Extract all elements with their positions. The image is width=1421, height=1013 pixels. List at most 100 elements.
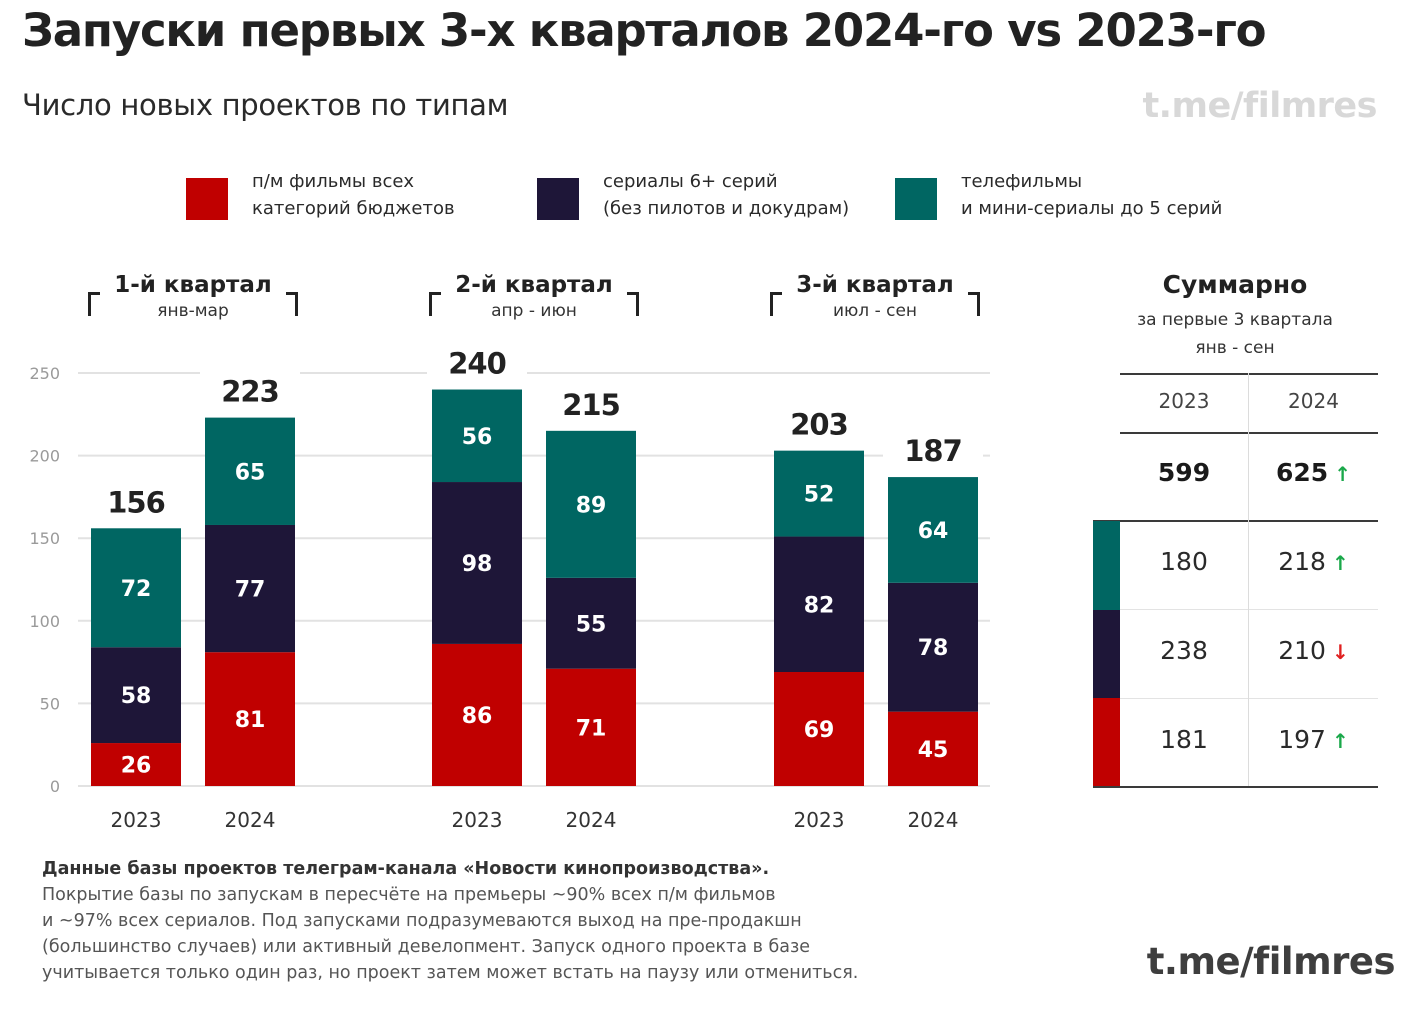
total-label-background <box>541 384 641 423</box>
summary-rule <box>1093 520 1378 522</box>
total-label-background <box>86 482 186 521</box>
bar-segment-label: 56 <box>462 425 493 450</box>
bar-total-label: 156 <box>107 485 165 519</box>
bar-segment-label: 52 <box>804 483 835 508</box>
quarter-months: янв-мар <box>157 301 229 321</box>
watermark-top: t.me/filmres <box>1142 86 1377 126</box>
chart-subtitle: Число новых проектов по типам <box>22 88 509 122</box>
summary-strip-series <box>1093 610 1120 698</box>
quarter-header-1: 1-й квартал янв-мар <box>88 270 298 330</box>
total-label-background <box>883 431 983 470</box>
legend-item-telefilms: телефильмы и мини-сериалы до 5 серий <box>895 168 1222 222</box>
summary-rule <box>1120 373 1378 375</box>
legend-label-telefilms: телефильмы и мини-сериалы до 5 серий <box>961 168 1222 222</box>
summary-rule <box>1120 609 1378 610</box>
summary-rule <box>1093 786 1378 788</box>
summary-films-2023: 181 <box>1160 725 1208 754</box>
legend-item-series: сериалы 6+ серий (без пилотов и докудрам… <box>537 168 849 222</box>
bar-segment-label: 86 <box>462 704 493 729</box>
legend-swatch-films <box>186 178 228 220</box>
bar-segment <box>205 652 295 786</box>
summary-title: Суммарно <box>1162 270 1308 299</box>
bar-segment <box>774 672 864 786</box>
bar-segment-label: 77 <box>235 578 266 603</box>
bar-segment <box>888 711 978 786</box>
bar-segment <box>205 417 295 525</box>
total-label-background <box>200 371 300 410</box>
bar-total-label: 223 <box>221 375 279 409</box>
bar-segment-label: 69 <box>804 718 835 743</box>
x-tick-label: 2024 <box>566 808 617 832</box>
summary-total-2024: 625 ↑ <box>1249 458 1378 487</box>
bar-total-label: 187 <box>904 434 962 468</box>
watermark-bottom: t.me/filmres <box>1146 940 1396 983</box>
bar-segment <box>774 536 864 673</box>
arrow-down-icon: ↓ <box>1331 640 1349 664</box>
legend-label-line: и мини-сериалы до 5 серий <box>961 198 1223 219</box>
bracket-left-icon <box>770 292 782 316</box>
bar-segment-label: 78 <box>918 636 949 661</box>
bar-segment <box>432 482 522 644</box>
y-tick-label: 50 <box>40 694 60 713</box>
bar-segment <box>888 477 978 583</box>
quarter-title: 2-й квартал <box>455 272 613 298</box>
summary-series-2024-value: 210 <box>1278 636 1326 665</box>
bar-segment-label: 71 <box>576 716 607 741</box>
bar-segment-label: 82 <box>804 593 835 618</box>
bar-segment-label: 45 <box>918 738 949 763</box>
footnote: Данные базы проектов телеграм-канала «Но… <box>42 856 858 986</box>
quarter-title: 1-й квартал <box>114 272 272 298</box>
bracket-left-icon <box>429 292 441 316</box>
summary-films-2024: 197 ↑ <box>1249 725 1378 754</box>
total-label-background <box>427 343 527 382</box>
quarter-months: апр - июн <box>491 301 577 321</box>
x-tick-label: 2023 <box>452 808 503 832</box>
legend-label-line: телефильмы <box>961 171 1083 192</box>
summary-rule <box>1120 698 1378 699</box>
summary-telefilms-2023: 180 <box>1160 547 1208 576</box>
summary-header-2024: 2024 <box>1288 389 1339 413</box>
y-tick-label: 0 <box>50 777 60 796</box>
bar-total-label: 215 <box>562 388 620 422</box>
total-label-background <box>769 404 869 443</box>
bar-segment-label: 89 <box>576 493 607 518</box>
legend-label-line: п/м фильмы всех <box>252 171 415 192</box>
bar-segment <box>432 643 522 786</box>
summary-subtitle-line: за первые 3 квартала <box>1137 310 1333 330</box>
bar-segment <box>91 743 181 786</box>
bar-segment-label: 65 <box>235 460 266 485</box>
legend-swatch-series <box>537 178 579 220</box>
bar-segment-label: 26 <box>121 754 152 779</box>
summary-telefilms-2024: 218 ↑ <box>1249 547 1378 576</box>
bar-segment-label: 98 <box>462 552 493 577</box>
summary-total-2023: 599 <box>1157 458 1211 487</box>
quarter-header-2: 2-й квартал апр - июн <box>429 270 639 330</box>
footnote-line: Покрытие базы по запускам в пересчёте на… <box>42 885 776 905</box>
x-tick-label: 2024 <box>225 808 276 832</box>
bar-segment-label: 58 <box>121 684 152 709</box>
bar-segment-label: 55 <box>576 612 607 637</box>
y-tick-label: 150 <box>29 529 60 548</box>
legend-swatch-telefilms <box>895 178 937 220</box>
footnote-line: учитывается только один раз, но проект з… <box>42 963 859 983</box>
legend-label-series: сериалы 6+ серий (без пилотов и докудрам… <box>603 168 849 222</box>
legend-label-line: сериалы 6+ серий <box>603 171 778 192</box>
arrow-up-icon: ↑ <box>1334 462 1351 486</box>
summary-subtitle: за первые 3 квартала янв - сен <box>1110 306 1360 362</box>
legend: п/м фильмы всех категорий бюджетов сериа… <box>0 168 1421 228</box>
y-tick-label: 200 <box>29 447 60 466</box>
bar-segment <box>774 450 864 537</box>
bracket-right-icon <box>968 292 980 316</box>
bar-segment <box>888 582 978 712</box>
summary-strip-telefilms <box>1093 521 1120 610</box>
legend-label-line: категорий бюджетов <box>252 198 455 219</box>
legend-label-line: (без пилотов и докудрам) <box>603 198 850 219</box>
x-tick-label: 2024 <box>908 808 959 832</box>
quarter-title: 3-й квартал <box>796 272 954 298</box>
chart-title: Запуски первых 3-х кварталов 2024-го vs … <box>22 4 1267 57</box>
bar-segment <box>546 577 636 669</box>
summary-films-2024-value: 197 <box>1278 725 1326 754</box>
bar-segment <box>91 528 181 648</box>
summary-telefilms-2024-value: 218 <box>1278 547 1326 576</box>
bar-total-label: 203 <box>790 408 848 442</box>
